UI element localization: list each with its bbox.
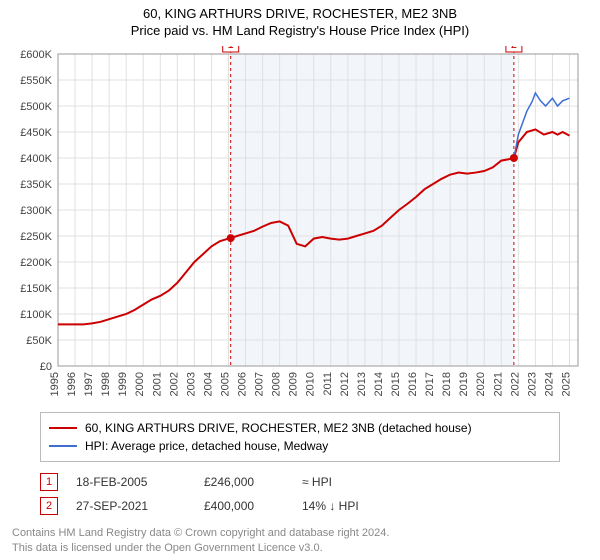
- svg-text:2000: 2000: [134, 372, 146, 396]
- svg-text:£300K: £300K: [20, 205, 52, 217]
- price-chart: £0 £50K £100K £150K £200K £250K £300K £350K £400…: [10, 46, 590, 406]
- event-delta: 14% ↓ HPI: [302, 499, 382, 513]
- legend-swatch: [49, 427, 77, 429]
- legend-label: 60, KING ARTHURS DRIVE, ROCHESTER, ME2 3…: [85, 421, 472, 435]
- svg-text:£50K: £50K: [26, 335, 52, 347]
- event-number-box: 1: [40, 473, 58, 491]
- event-date: 27-SEP-2021: [76, 499, 186, 513]
- svg-text:2019: 2019: [458, 372, 470, 396]
- svg-text:2004: 2004: [202, 372, 214, 396]
- svg-text:2018: 2018: [441, 372, 453, 396]
- event-price: £246,000: [204, 475, 284, 489]
- svg-text:2017: 2017: [424, 372, 436, 396]
- event-number-box: 2: [40, 497, 58, 515]
- svg-text:2002: 2002: [168, 372, 180, 396]
- svg-text:2012: 2012: [339, 372, 351, 396]
- svg-text:£200K: £200K: [20, 257, 52, 269]
- chart-container: £0 £50K £100K £150K £200K £250K £300K £350K £400…: [10, 46, 590, 406]
- svg-text:2007: 2007: [254, 372, 266, 396]
- svg-text:2010: 2010: [305, 372, 317, 396]
- legend: 60, KING ARTHURS DRIVE, ROCHESTER, ME2 3…: [40, 412, 560, 462]
- svg-text:2015: 2015: [390, 372, 402, 396]
- svg-text:£250K: £250K: [20, 231, 52, 243]
- svg-text:2021: 2021: [492, 372, 504, 396]
- svg-text:1998: 1998: [100, 372, 112, 396]
- title-address: 60, KING ARTHURS DRIVE, ROCHESTER, ME2 3…: [0, 6, 600, 21]
- legend-label: HPI: Average price, detached house, Medw…: [85, 439, 328, 453]
- legend-item: 60, KING ARTHURS DRIVE, ROCHESTER, ME2 3…: [49, 419, 551, 437]
- svg-text:2014: 2014: [373, 372, 385, 396]
- footer-line: This data is licensed under the Open Gov…: [12, 541, 588, 556]
- svg-text:£400K: £400K: [20, 153, 52, 165]
- legend-item: HPI: Average price, detached house, Medw…: [49, 437, 551, 455]
- svg-text:2001: 2001: [151, 372, 163, 396]
- svg-text:2006: 2006: [237, 372, 249, 396]
- svg-text:2016: 2016: [407, 372, 419, 396]
- svg-text:£100K: £100K: [20, 309, 52, 321]
- svg-text:2023: 2023: [526, 372, 538, 396]
- svg-text:2003: 2003: [185, 372, 197, 396]
- table-row: 2 27-SEP-2021 £400,000 14% ↓ HPI: [40, 494, 560, 518]
- svg-text:1: 1: [228, 46, 234, 51]
- events-table: 1 18-FEB-2005 £246,000 ≈ HPI 2 27-SEP-20…: [40, 470, 560, 518]
- svg-text:2024: 2024: [543, 372, 555, 396]
- svg-text:£0: £0: [40, 361, 52, 373]
- svg-text:2020: 2020: [475, 372, 487, 396]
- svg-text:1997: 1997: [83, 372, 95, 396]
- svg-text:2008: 2008: [271, 372, 283, 396]
- table-row: 1 18-FEB-2005 £246,000 ≈ HPI: [40, 470, 560, 494]
- svg-text:1995: 1995: [49, 372, 61, 396]
- svg-text:2013: 2013: [356, 372, 368, 396]
- svg-text:£600K: £600K: [20, 49, 52, 61]
- svg-text:2022: 2022: [509, 372, 521, 396]
- legend-swatch: [49, 445, 77, 447]
- svg-text:1999: 1999: [117, 372, 129, 396]
- svg-text:2005: 2005: [219, 372, 231, 396]
- svg-text:2: 2: [511, 46, 517, 51]
- svg-text:£350K: £350K: [20, 179, 52, 191]
- event-date: 18-FEB-2005: [76, 475, 186, 489]
- titles: 60, KING ARTHURS DRIVE, ROCHESTER, ME2 3…: [0, 0, 600, 38]
- svg-text:£500K: £500K: [20, 101, 52, 113]
- svg-text:1996: 1996: [66, 372, 78, 396]
- event-delta: ≈ HPI: [302, 475, 382, 489]
- svg-text:£150K: £150K: [20, 283, 52, 295]
- svg-text:2009: 2009: [288, 372, 300, 396]
- svg-text:2025: 2025: [560, 372, 572, 396]
- svg-text:2011: 2011: [322, 372, 334, 396]
- title-subtitle: Price paid vs. HM Land Registry's House …: [0, 23, 600, 38]
- svg-text:£450K: £450K: [20, 127, 52, 139]
- footer: Contains HM Land Registry data © Crown c…: [12, 526, 588, 556]
- event-price: £400,000: [204, 499, 284, 513]
- svg-text:£550K: £550K: [20, 75, 52, 87]
- footer-line: Contains HM Land Registry data © Crown c…: [12, 526, 588, 541]
